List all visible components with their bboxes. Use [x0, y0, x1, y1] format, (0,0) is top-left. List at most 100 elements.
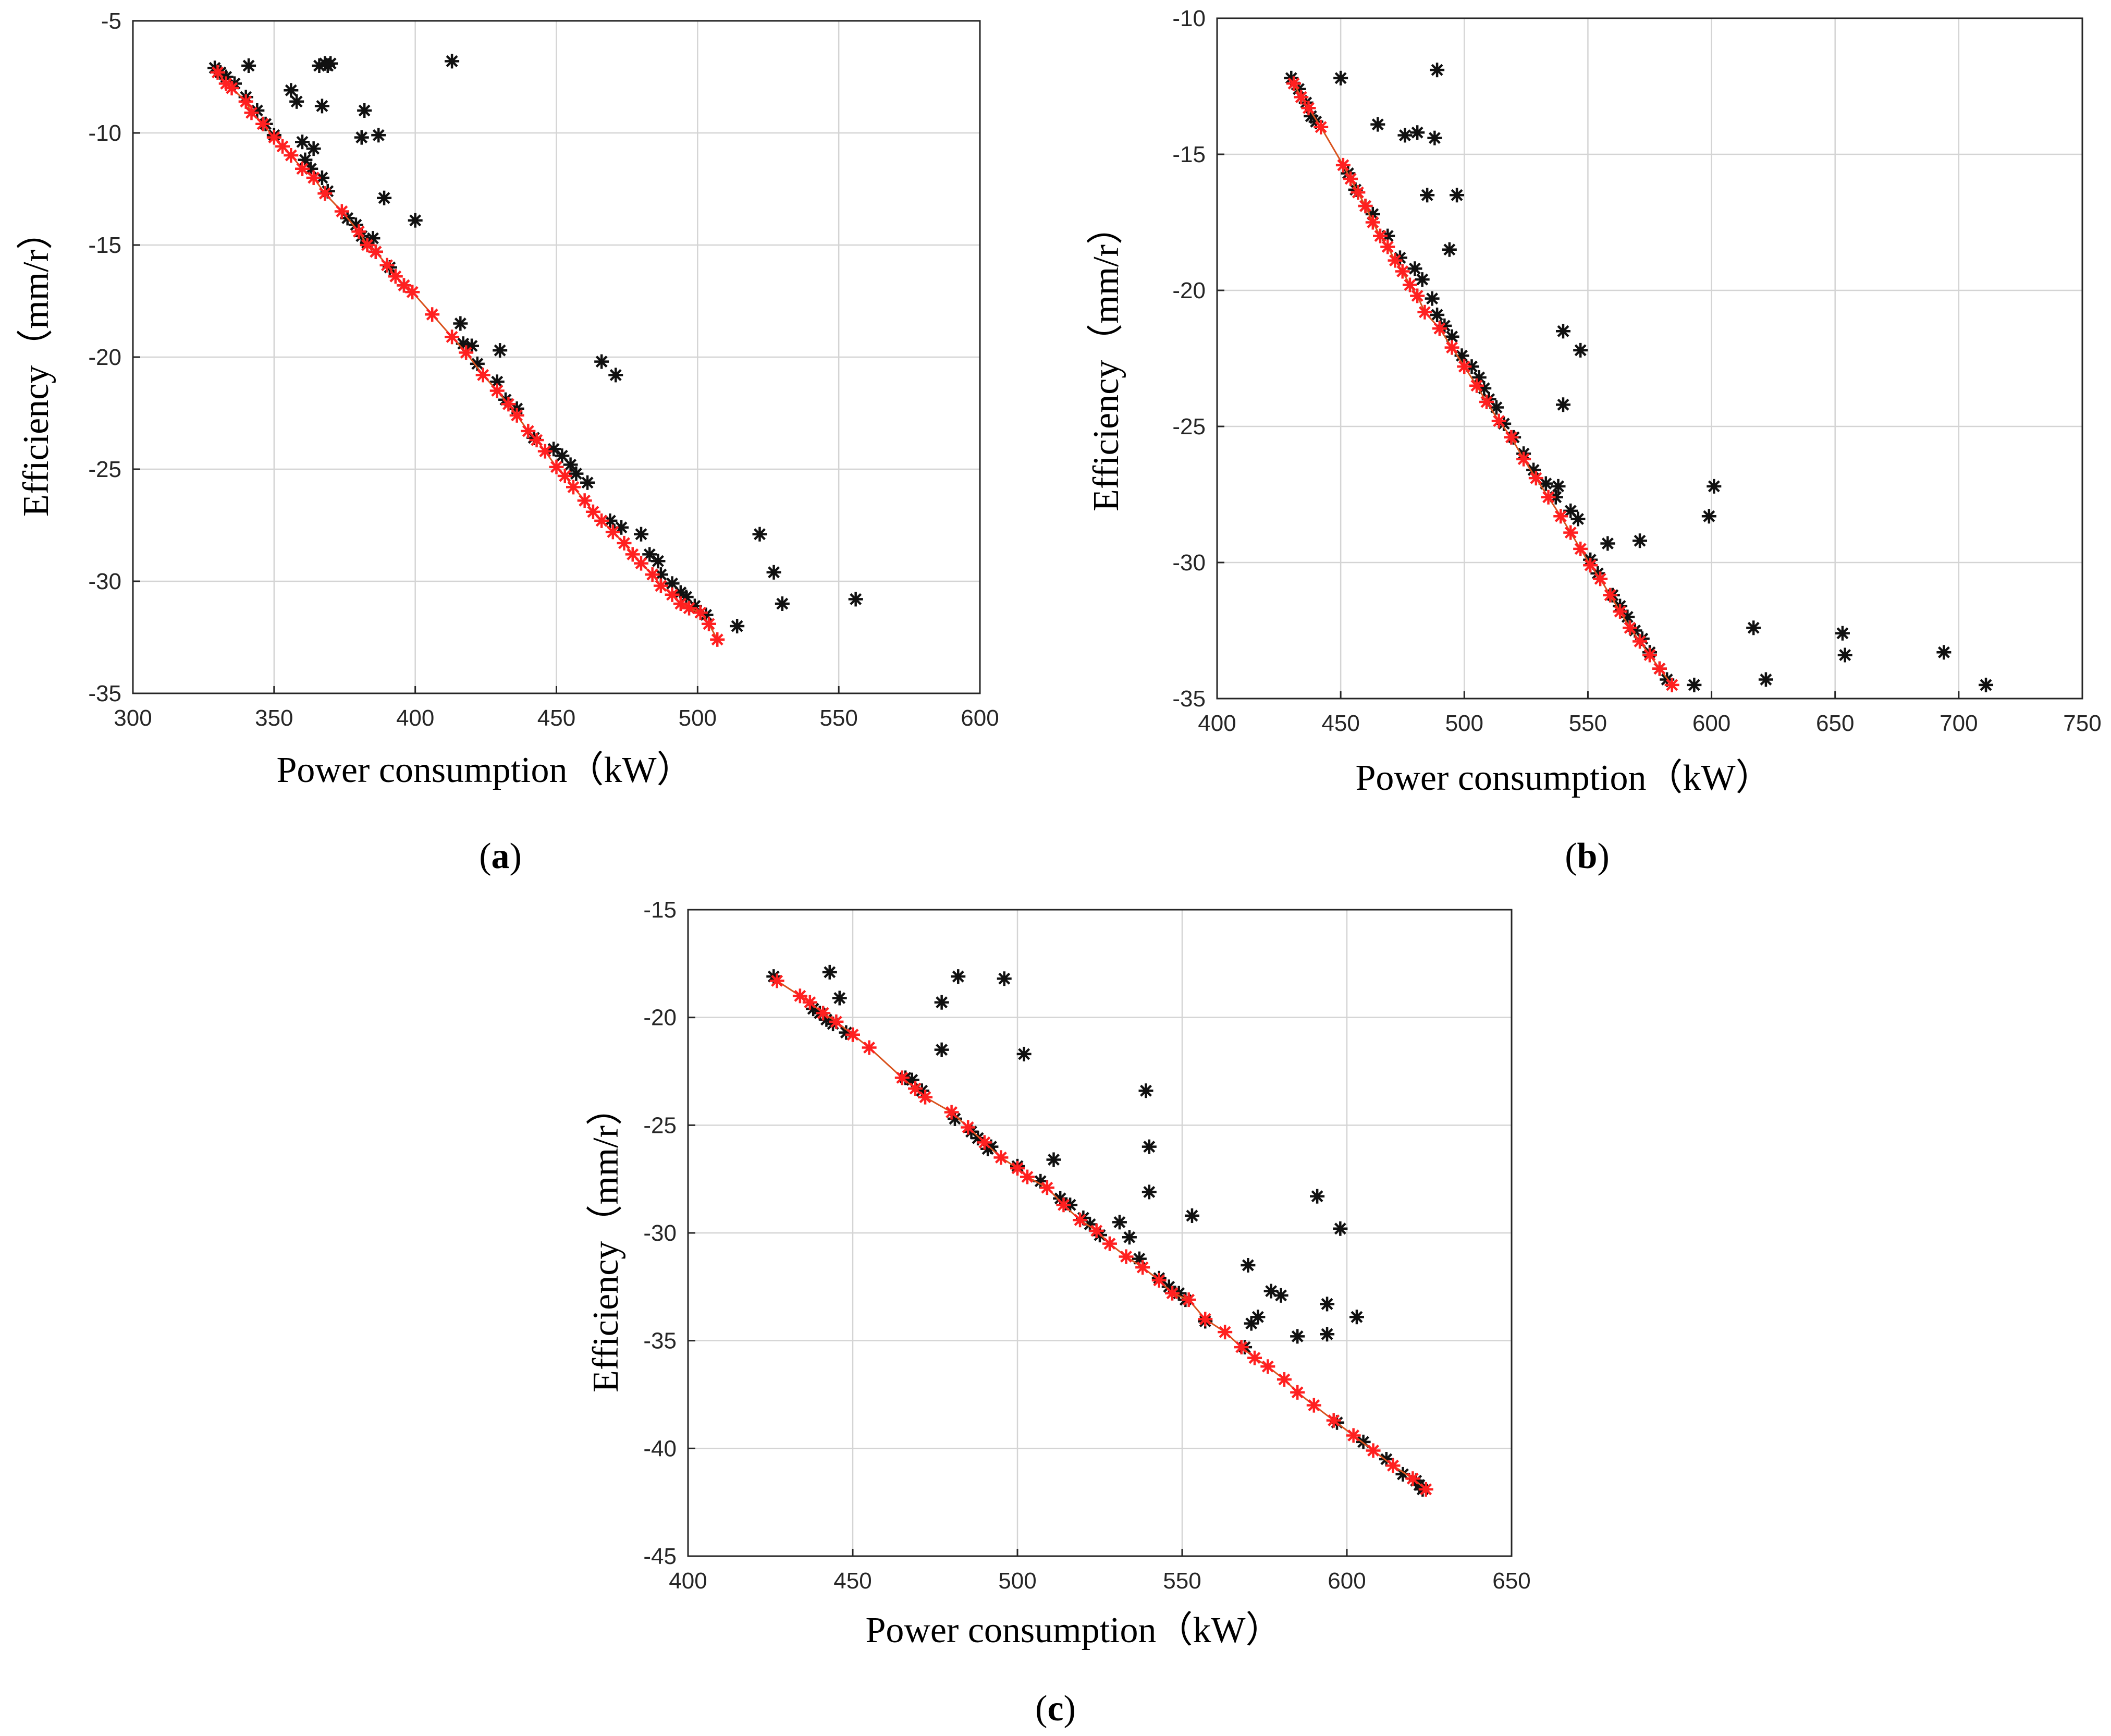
point-c-measured-49	[1320, 1297, 1335, 1312]
series-a-fitted	[210, 65, 725, 647]
y-tick-label-c--40: -40	[643, 1436, 677, 1461]
point-b-fitted-36	[1652, 661, 1667, 676]
point-b-measured-51	[1633, 533, 1648, 548]
point-a-measured-67	[848, 592, 863, 607]
point-b-fitted-15	[1417, 304, 1432, 320]
point-c-fitted-6	[862, 1040, 877, 1055]
point-c-measured-39	[1184, 1208, 1199, 1223]
point-c-fitted-35	[1346, 1428, 1361, 1443]
point-c-fitted-8	[908, 1081, 923, 1096]
point-a-measured-25	[357, 103, 372, 118]
point-a-measured-65	[766, 565, 781, 580]
point-c-measured-46	[1273, 1288, 1288, 1303]
point-b-fitted-12	[1395, 264, 1410, 279]
fit-line-c	[776, 980, 1427, 1490]
point-b-measured-56	[1687, 677, 1702, 692]
x-tick-label-a-600: 600	[961, 705, 999, 731]
point-a-fitted-2	[224, 81, 239, 95]
plot-area-b: 400 450 500 550 600 650 700 750 -35 -30 -25 -20 -15 -…	[1172, 6, 2101, 736]
point-a-fitted-37	[617, 535, 632, 551]
point-b-fitted-19	[1469, 378, 1484, 393]
point-c-fitted-23	[1151, 1273, 1167, 1288]
point-b-fitted-27	[1563, 525, 1578, 540]
x-axis-label-a: Power consumption（kW）	[276, 750, 693, 790]
y-tick-label-c--15: -15	[643, 897, 677, 923]
point-a-measured-24	[354, 130, 369, 145]
point-b-fitted-13	[1402, 277, 1417, 292]
point-b-fitted-25	[1541, 490, 1556, 505]
point-c-fitted-38	[1405, 1471, 1420, 1486]
point-b-measured-40	[1556, 397, 1570, 412]
point-a-measured-31	[377, 190, 392, 205]
point-a-measured-41	[493, 343, 508, 358]
y-tick-label-b--15: -15	[1172, 142, 1206, 167]
point-c-fitted-12	[977, 1135, 992, 1150]
point-c-fitted-26	[1198, 1312, 1213, 1327]
point-b-measured-23	[1442, 242, 1457, 257]
point-c-fitted-36	[1366, 1443, 1381, 1458]
point-b-measured-16	[1415, 272, 1430, 287]
x-tick-label-a-550: 550	[819, 705, 857, 731]
point-a-fitted-8	[284, 148, 299, 163]
point-a-fitted-22	[459, 345, 474, 360]
point-c-measured-30	[1122, 1230, 1137, 1245]
point-a-fitted-47	[710, 632, 725, 647]
x-tick-label-a-450: 450	[537, 705, 575, 731]
point-b-measured-18	[1425, 291, 1440, 306]
point-a-fitted-32	[566, 480, 581, 495]
point-b-fitted-24	[1528, 471, 1543, 486]
panel-b: Power consumption（kW） Efficiency（mm/r） (…	[1086, 6, 2102, 876]
point-a-measured-52	[608, 368, 623, 383]
y-tick-label-c--20: -20	[643, 1005, 677, 1031]
plot-area-a: 300 350 400 450 500 550 600 -35 -30 -25 -20 -15 -10 -…	[88, 8, 999, 731]
point-c-fitted-13	[993, 1150, 1009, 1165]
point-c-fitted-11	[961, 1120, 976, 1135]
point-c-fitted-37	[1385, 1458, 1401, 1473]
point-c-fitted-4	[829, 1014, 844, 1029]
point-a-fitted-27	[521, 423, 536, 438]
point-a-measured-35	[445, 54, 460, 69]
point-c-fitted-19	[1089, 1223, 1104, 1238]
point-c-measured-34	[1142, 1184, 1157, 1200]
point-c-fitted-15	[1020, 1169, 1035, 1184]
y-tick-label-a--35: -35	[88, 681, 121, 706]
y-axis-label-c: Efficiency（mm/r）	[586, 1089, 626, 1392]
x-tick-label-c-550: 550	[1163, 1568, 1201, 1594]
point-a-measured-56	[651, 554, 666, 569]
point-b-fitted-33	[1623, 620, 1638, 635]
point-b-measured-15	[1410, 125, 1425, 140]
point-b-fitted-11	[1388, 253, 1403, 268]
point-a-measured-30	[371, 128, 386, 143]
point-a-measured-14	[306, 141, 321, 156]
point-a-fitted-6	[266, 130, 281, 145]
point-a-fitted-7	[275, 139, 290, 154]
point-b-fitted-6	[1351, 185, 1366, 200]
point-b-measured-39	[1556, 324, 1570, 339]
point-c-fitted-5	[845, 1027, 860, 1042]
point-b-measured-13	[1397, 128, 1413, 143]
point-a-fitted-29	[537, 444, 553, 459]
point-c-measured-19	[997, 971, 1012, 986]
point-b-measured-14	[1407, 261, 1422, 276]
series-c-fitted	[769, 973, 1433, 1497]
point-a-measured-49	[580, 475, 595, 490]
point-c-measured-47	[1290, 1329, 1305, 1344]
point-a-measured-11	[295, 135, 310, 150]
y-tick-label-b--35: -35	[1172, 686, 1206, 712]
point-a-fitted-33	[577, 493, 592, 508]
panel-letter-b: b	[1577, 836, 1598, 876]
panel-a: Power consumption（kW） Efficiency（mm/r） (…	[16, 8, 999, 876]
point-b-measured-62	[1837, 647, 1852, 663]
point-c-fitted-39	[1418, 1482, 1433, 1497]
point-b-measured-59	[1746, 620, 1761, 635]
point-b-fitted-0	[1286, 76, 1302, 91]
point-a-fitted-21	[445, 329, 460, 345]
point-c-fitted-29	[1247, 1350, 1262, 1365]
point-b-fitted-26	[1553, 509, 1568, 524]
point-a-fitted-42	[665, 587, 680, 602]
point-a-fitted-17	[388, 269, 403, 284]
point-a-fitted-38	[625, 547, 640, 562]
point-c-fitted-17	[1056, 1197, 1071, 1213]
